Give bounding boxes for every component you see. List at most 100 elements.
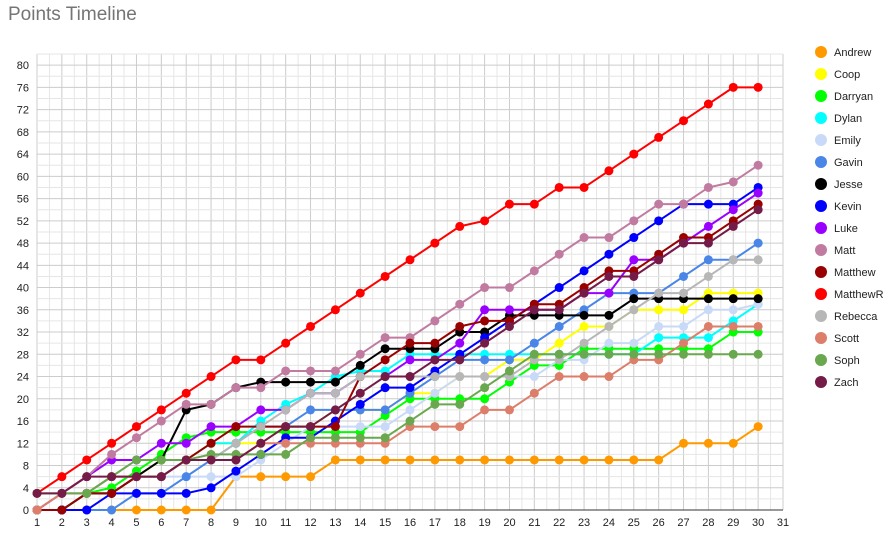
x-tick-label: 9 [233, 517, 239, 529]
legend-label: Gavin [834, 157, 863, 169]
y-tick-label: 68 [17, 127, 29, 139]
x-tick-label: 21 [528, 517, 540, 529]
y-tick-label: 0 [23, 505, 29, 517]
legend-marker [815, 156, 827, 168]
data-point [380, 344, 390, 354]
data-point [753, 238, 763, 248]
legend-item-scott[interactable]: Scott [815, 332, 859, 345]
data-point [455, 422, 465, 432]
data-point [679, 349, 689, 359]
x-tick-label: 26 [653, 517, 665, 529]
data-point [380, 433, 390, 443]
x-tick-label: 8 [208, 517, 214, 529]
data-point [654, 349, 664, 359]
data-point [231, 383, 241, 393]
data-point [579, 455, 589, 465]
data-point [728, 205, 738, 215]
data-point [306, 366, 316, 376]
legend-item-matthewr[interactable]: MatthewR [815, 288, 884, 301]
data-point [281, 405, 291, 415]
data-point [579, 288, 589, 298]
legend-label: Rebecca [834, 311, 878, 323]
data-point [107, 438, 117, 448]
data-point [281, 472, 291, 482]
data-point [679, 116, 689, 126]
legend-item-coop[interactable]: Coop [815, 68, 860, 81]
data-point [107, 449, 117, 459]
data-point [703, 221, 713, 231]
data-point [256, 405, 266, 415]
data-point [281, 422, 291, 432]
data-point [455, 321, 465, 331]
legend-item-gavin[interactable]: Gavin [815, 156, 863, 169]
y-tick-label: 40 [17, 283, 29, 295]
legend-marker [815, 222, 827, 234]
data-point [703, 99, 713, 109]
x-tick-label: 12 [304, 517, 316, 529]
x-tick-label: 13 [329, 517, 341, 529]
data-point [679, 199, 689, 209]
data-point [231, 466, 241, 476]
data-point [629, 455, 639, 465]
data-point [131, 433, 141, 443]
data-point [32, 505, 42, 515]
x-tick-label: 15 [379, 517, 391, 529]
legend-label: Matthew [834, 267, 876, 279]
data-point [181, 488, 191, 498]
data-point [281, 366, 291, 376]
data-point [504, 405, 514, 415]
legend-item-matt[interactable]: Matt [815, 244, 855, 257]
data-point [703, 333, 713, 343]
legend-item-rebecca[interactable]: Rebecca [815, 310, 878, 323]
data-point [306, 405, 316, 415]
data-point [529, 455, 539, 465]
legend-marker [815, 244, 827, 256]
y-tick-label: 60 [17, 171, 29, 183]
legend-item-dylan[interactable]: Dylan [815, 112, 862, 125]
legend-label: Scott [834, 333, 859, 345]
legend-item-luke[interactable]: Luke [815, 222, 858, 235]
legend-marker [815, 310, 827, 322]
data-point [554, 283, 564, 293]
data-point [679, 238, 689, 248]
x-tick-label: 14 [354, 517, 366, 529]
legend-label: Andrew [834, 47, 871, 59]
legend-item-kevin[interactable]: Kevin [815, 200, 862, 213]
x-tick-label: 19 [478, 517, 490, 529]
data-point [355, 422, 365, 432]
legend-item-matthew[interactable]: Matthew [815, 266, 876, 279]
data-point [306, 422, 316, 432]
data-point [256, 383, 266, 393]
y-tick-label: 4 [23, 483, 29, 495]
legend-item-andrew[interactable]: Andrew [815, 46, 871, 59]
legend-item-darryan[interactable]: Darryan [815, 90, 873, 103]
data-point [206, 438, 216, 448]
legend-label: MatthewR [834, 289, 884, 301]
data-point [753, 160, 763, 170]
data-point [380, 355, 390, 365]
legend-item-jesse[interactable]: Jesse [815, 178, 863, 191]
legend-item-emily[interactable]: Emily [815, 134, 861, 147]
x-tick-label: 18 [454, 517, 466, 529]
data-point [306, 321, 316, 331]
series-soph [32, 349, 763, 498]
x-tick-label: 20 [503, 517, 515, 529]
y-tick-label: 24 [17, 372, 29, 384]
y-tick-label: 28 [17, 349, 29, 361]
legend-item-soph[interactable]: Soph [815, 354, 860, 367]
data-point [480, 283, 490, 293]
data-point [32, 488, 42, 498]
data-point [679, 338, 689, 348]
data-point [629, 349, 639, 359]
series-line [36, 86, 759, 495]
y-tick-label: 52 [17, 216, 29, 228]
data-point [256, 438, 266, 448]
data-point [753, 255, 763, 265]
legend-item-zach[interactable]: Zach [815, 376, 858, 389]
chart-title: Points Timeline [8, 4, 137, 25]
legend-marker [815, 68, 827, 80]
data-point [604, 166, 614, 176]
x-tick-label: 30 [752, 517, 764, 529]
data-point [654, 333, 664, 343]
data-point [405, 405, 415, 415]
